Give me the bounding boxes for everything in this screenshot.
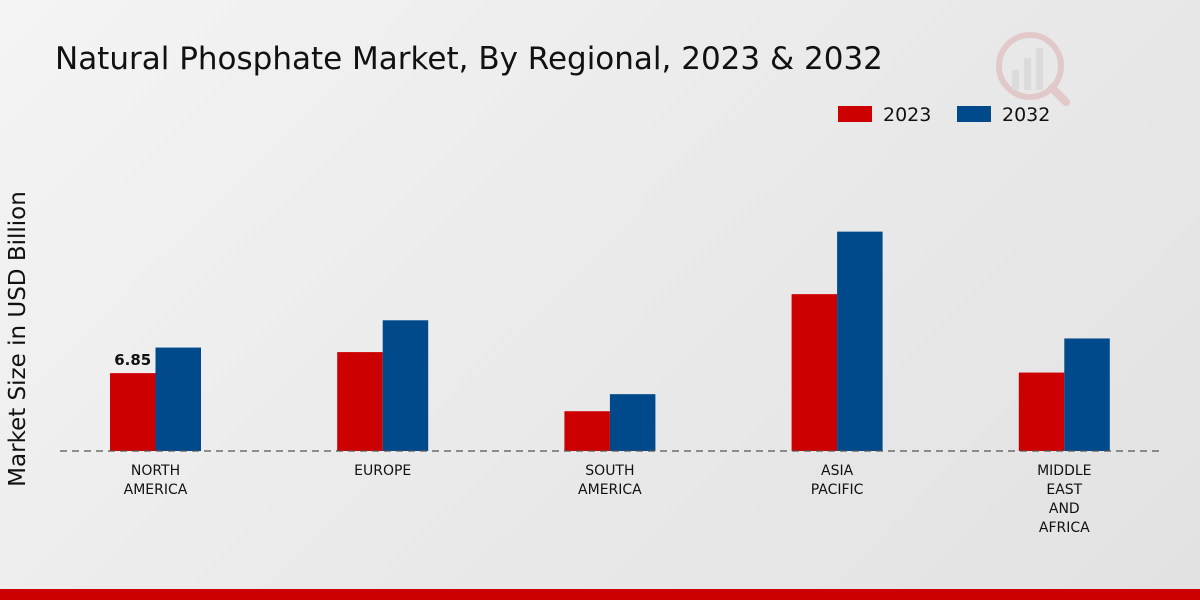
x-tick-label-0: NORTH AMERICA	[124, 463, 188, 498]
bar-2023-2	[564, 411, 610, 451]
bar-2023-1	[337, 352, 383, 451]
y-axis-label: Market Size in USD Billion	[5, 191, 31, 487]
data-label-0: 6.85	[114, 351, 151, 369]
bottom-accent-bar	[0, 589, 1200, 600]
bar-2032-2	[609, 394, 656, 451]
legend-label-2032: 2032	[1002, 104, 1050, 126]
legend: 2023 2032	[838, 104, 1050, 126]
chart-title: Natural Phosphate Market, By Regional, 2…	[55, 41, 883, 77]
x-tick-label-2: SOUTH AMERICA	[578, 463, 642, 498]
bar-2032-0	[155, 347, 201, 451]
bar-2023-0	[110, 373, 156, 451]
legend-swatch-2023	[838, 106, 872, 122]
legend-label-2023: 2023	[883, 104, 931, 126]
bar-2032-4	[1064, 338, 1110, 451]
bar-2023-3	[791, 294, 838, 451]
bar-2023-4	[1018, 372, 1065, 451]
x-tick-label-4: MIDDLE EAST AND AFRICA	[1037, 463, 1091, 536]
x-tick-label-3: ASIA PACIFIC	[811, 463, 864, 498]
x-tick-label-1: EUROPE	[354, 463, 411, 479]
bars-group: 6.85	[110, 231, 1110, 451]
legend-swatch-2032	[957, 106, 991, 122]
bar-2032-1	[382, 320, 429, 451]
x-axis-ticks: NORTH AMERICA EUROPE SOUTH AMERICA ASIA PACIFI…	[124, 463, 1092, 536]
watermark-logo	[996, 32, 1070, 106]
bar-2032-3	[837, 231, 883, 451]
